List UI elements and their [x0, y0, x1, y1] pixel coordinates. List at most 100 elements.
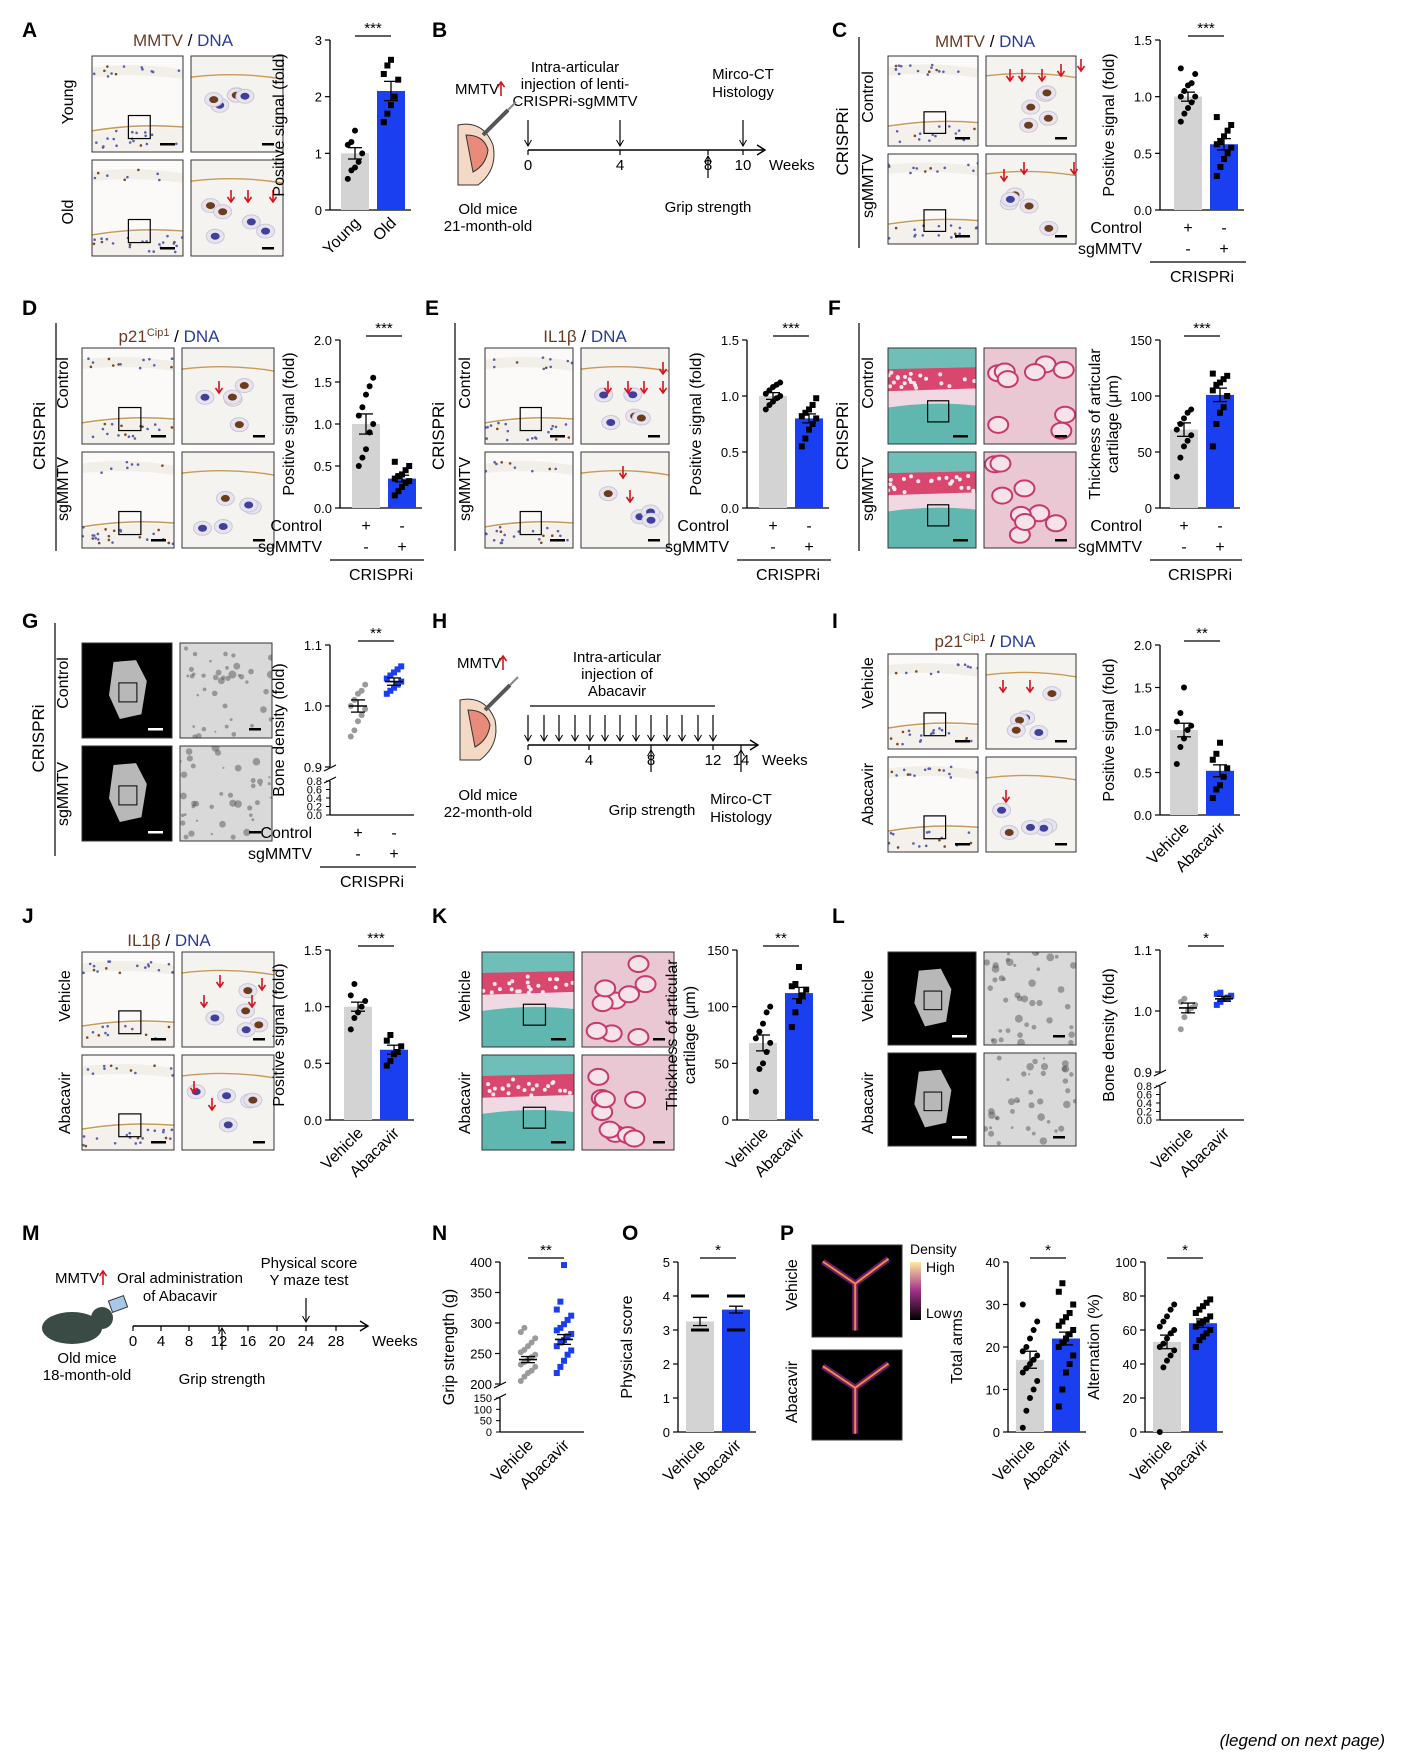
data-point [1027, 1335, 1033, 1342]
y-tick-label: 0.5 [1134, 766, 1152, 781]
significance-label: ** [775, 930, 787, 947]
data-point [406, 463, 413, 469]
red-arrow [257, 984, 267, 992]
inset-box [923, 990, 943, 1011]
data-point [1220, 404, 1227, 411]
y-tick-label: 30 [986, 1298, 1000, 1313]
data-point [568, 1347, 575, 1354]
detail-image-top [190, 55, 284, 153]
scale-bar [249, 728, 261, 731]
image-frame [985, 153, 1077, 245]
data-point [1023, 1344, 1030, 1350]
y-axis-label: Positive signal (fold) [1101, 53, 1118, 196]
red-arrow [1076, 65, 1086, 73]
data-point [1059, 1386, 1066, 1393]
overview-image-bottom [81, 745, 173, 842]
data-point [521, 1324, 528, 1331]
red-up-arrow [98, 1269, 108, 1277]
timeline-tick-label: 12 [211, 1333, 228, 1350]
overview-image-top [887, 55, 979, 147]
data-point [1177, 93, 1184, 100]
readout-label: Y maze test [270, 1272, 350, 1289]
timeline-arrowhead [749, 739, 760, 751]
timeline-B: 04810Weeks [524, 120, 815, 174]
timeline-H: 0481214Weeks [524, 715, 808, 769]
condition-mark: - [1185, 241, 1190, 258]
detail-image-top [581, 951, 675, 1048]
red-arrow [603, 387, 613, 395]
data-point [564, 1333, 571, 1340]
data-point [1059, 1280, 1066, 1287]
data-point [347, 1026, 354, 1033]
y-tick-label: 5 [663, 1255, 670, 1270]
detail-image-top [983, 951, 1077, 1046]
scale-bar [253, 539, 265, 542]
red-arrow [1025, 686, 1035, 694]
data-point [1164, 1313, 1170, 1320]
syringe-icon [483, 683, 512, 712]
overview-image-top [887, 347, 977, 445]
density-low: Low [926, 1305, 953, 1321]
data-point [394, 666, 401, 673]
detail-image-top [580, 347, 670, 445]
data-point [1192, 1344, 1199, 1350]
data-point [756, 1066, 763, 1072]
bar-control [1170, 429, 1198, 508]
scale-bar [953, 435, 968, 438]
timeline-tick-label: 10 [735, 157, 752, 174]
data-point [517, 1329, 524, 1336]
data-point [788, 983, 795, 990]
density-title: Density [910, 1241, 957, 1257]
detail-image-bottom [190, 159, 284, 257]
y-tick-label: 0.8 [1137, 1081, 1152, 1093]
injection-label: injection of [581, 666, 654, 683]
y-tick-label: 50 [715, 1056, 729, 1071]
overview-image-top [81, 951, 175, 1048]
y-tick-label: 1.5 [304, 943, 322, 958]
y-tick-label: 0.5 [1134, 146, 1152, 161]
down-arrow [678, 734, 686, 742]
data-point [1217, 739, 1223, 746]
data-point [387, 672, 394, 679]
red-arrow [1069, 168, 1079, 176]
data-point [1192, 1310, 1199, 1316]
scale-bar [1053, 1136, 1065, 1139]
y-tick-label: 0 [722, 1113, 729, 1128]
x-category-label: Old [370, 215, 400, 245]
group-label: CRISPRi [833, 402, 852, 470]
data-point [1034, 1352, 1041, 1359]
image-frame [81, 451, 175, 549]
image-frame [580, 347, 670, 445]
detail-image-top [181, 951, 275, 1048]
data-point [1171, 1301, 1178, 1308]
bar-abacavir [1189, 1323, 1217, 1432]
data-point [557, 1324, 564, 1331]
image-frame [81, 1054, 175, 1151]
condition-mark: + [1215, 539, 1224, 556]
data-point [370, 374, 377, 381]
data-point [1177, 421, 1184, 427]
timeline-tick-label: 0 [129, 1333, 137, 1350]
bar-abacavir [785, 993, 813, 1120]
group-label: CRISPRi [340, 874, 404, 891]
data-point [1221, 133, 1227, 140]
readout-label: Physical score [261, 1255, 358, 1272]
condition-mark: - [1221, 220, 1226, 237]
y-tick-label: 0.9 [304, 760, 322, 775]
data-point [1220, 376, 1227, 383]
group-label: CRISPRi [1170, 269, 1234, 286]
data-point [1217, 379, 1223, 386]
condition-label: sgMMTV [665, 539, 729, 556]
data-point [1224, 127, 1231, 134]
y-tick-label: 0.0 [314, 501, 332, 516]
y-tick-label: 2.0 [314, 333, 332, 348]
y-axis-label: Thickness of articular [1087, 348, 1104, 500]
data-point [1213, 1001, 1220, 1008]
data-point [756, 1028, 763, 1035]
inset-box [519, 510, 542, 536]
overview-image-top [887, 653, 979, 750]
mice-label: 22-month-old [444, 804, 532, 821]
data-point [561, 1321, 567, 1328]
down-arrow [601, 734, 609, 742]
